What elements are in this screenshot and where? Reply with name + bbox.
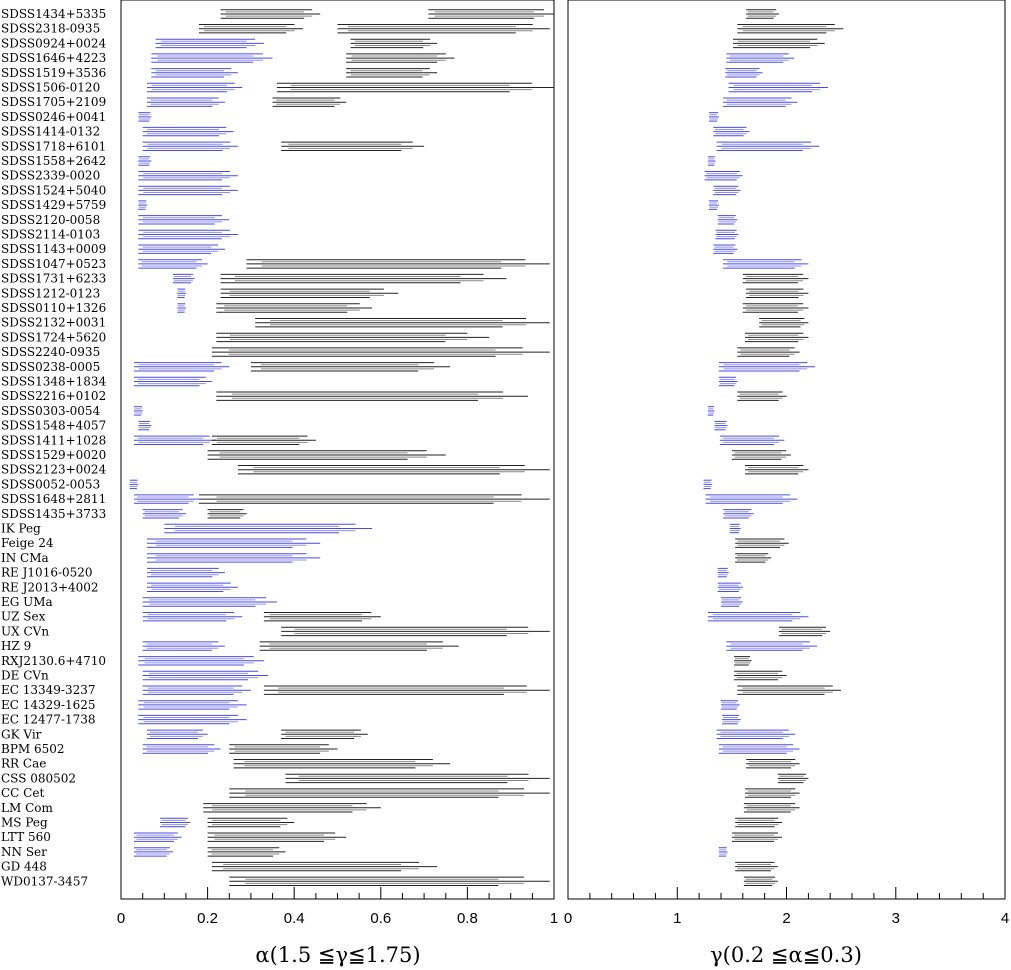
object-label: DE CVn [1,669,49,683]
object-label: NN Ser [1,845,47,859]
object-label: IN CMa [1,551,49,565]
object-label: SDSS1414-0132 [1,125,100,139]
object-label: GK Vir [1,727,42,741]
object-label: SDSS1731+6233 [1,272,106,286]
object-label: SDSS1434+5335 [1,7,106,21]
object-label: SDSS1548+4057 [1,419,106,433]
object-label: SDSS1646+4223 [1,51,106,65]
object-label: EC 14329-1625 [1,698,96,712]
object-label: IK Peg [1,522,41,536]
object-label: RR Cae [1,757,46,771]
gamma-panel: 0 1 2 3 4 γ(0.2 ≦α≦0.3) [564,0,1009,967]
object-label: RE J2013+4002 [1,580,99,594]
object-label: SDSS1143+0009 [1,242,106,256]
object-label: RXJ2130.6+4710 [1,654,106,668]
object-label: SDSS2132+0031 [1,316,106,330]
object-label: SDSS1047+0523 [1,257,106,271]
object-label: SDSS2240-0935 [1,345,100,359]
object-label: SDSS1524+5040 [1,183,106,197]
object-label: SDSS2114-0103 [1,228,100,242]
object-label: MS Peg [1,816,48,830]
tick-label: 1 [673,910,681,927]
tick-label: 0.8 [457,910,478,927]
tick-label: 0 [564,910,572,927]
gamma-ranges [703,9,844,886]
object-label: RE J1016-0520 [1,566,93,580]
object-label: SDSS1429+5759 [1,198,106,212]
tick-label: 2 [782,910,790,927]
object-label: SDSS1718+6101 [1,139,106,153]
object-label: SDSS2123+0024 [1,463,107,477]
object-label: SDSS2216+0102 [1,389,106,403]
object-label: EG UMa [1,595,53,609]
object-label: SDSS1435+3733 [1,507,106,521]
object-label: CSS 080502 [1,771,76,785]
object-labels: SDSS1434+5335SDSS2318-0935SDSS0924+0024S… [1,7,107,888]
object-label: GD 448 [1,860,47,874]
object-label: SDSS1724+5620 [1,330,106,344]
object-label: SDSS1411+1028 [1,433,106,447]
object-label: HZ 9 [1,639,31,653]
object-label: SDSS0924+0024 [1,36,107,50]
alpha-axis-title: α(1.5 ≦γ≦1.75) [255,943,420,967]
alpha-ranges [129,9,554,886]
object-label: SDSS1506-0120 [1,81,100,95]
object-label: SDSS2120-0058 [1,213,100,227]
tick-label: 0.4 [284,910,305,927]
object-label: WD0137-3457 [1,874,88,888]
object-label: SDSS0110+1326 [1,301,106,315]
object-label: EC 13349-3237 [1,683,96,697]
object-label: SDSS1212-0123 [1,286,100,300]
object-label: SDSS0052-0053 [1,477,100,491]
object-label: SDSS1558+2642 [1,154,106,168]
object-label: LM Com [1,801,53,815]
object-label: BPM 6502 [1,742,65,756]
object-label: EC 12477-1738 [1,713,96,727]
object-label: LTT 560 [1,830,51,844]
object-label: SDSS0303-0054 [1,404,101,418]
object-label: SDSS0238-0005 [1,360,100,374]
tick-label: 0.6 [370,910,391,927]
object-label: UX CVn [1,624,49,638]
object-label: SDSS1519+3536 [1,66,106,80]
gamma-axis: 0 1 2 3 4 [564,887,1009,927]
object-label: SDSS2318-0935 [1,22,100,36]
object-label: SDSS1348+1834 [1,375,107,389]
object-label: SDSS1648+2811 [1,492,106,506]
tick-label: 4 [1001,910,1009,927]
tick-label: 1 [550,910,558,927]
object-label: CC Cet [1,786,44,800]
object-label: SDSS2339-0020 [1,169,100,183]
object-label: SDSS0246+0041 [1,110,106,124]
tick-label: 0 [117,910,125,927]
alpha-panel: 0 0.2 0.4 0.6 0.8 1 α(1.5 ≦γ≦1.75) [117,0,558,967]
object-label: Feige 24 [1,536,54,550]
gamma-axis-title: γ(0.2 ≦α≦0.3) [710,943,862,967]
alpha-axis: 0 0.2 0.4 0.6 0.8 1 [117,887,558,927]
object-label: SDSS1529+0020 [1,448,106,462]
tick-label: 0.2 [197,910,218,927]
object-label: SDSS1705+2109 [1,95,106,109]
tick-label: 3 [892,910,900,927]
object-label: UZ Sex [1,610,46,624]
